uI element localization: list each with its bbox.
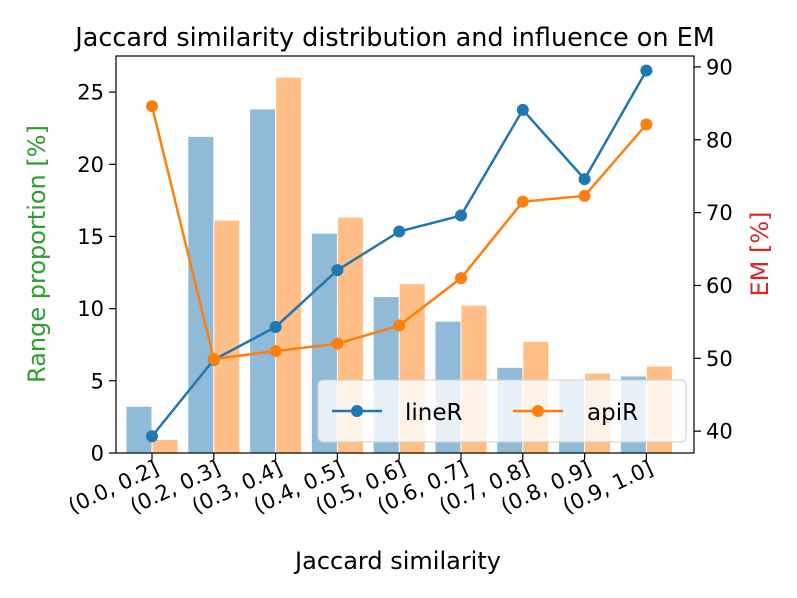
legend: lineR apiR <box>317 379 687 443</box>
legend-label-lineR: lineR <box>405 400 463 426</box>
legend-box <box>317 379 687 443</box>
left-tick-label-5: 5 <box>91 369 104 393</box>
legend-label-apiR: apiR <box>587 400 638 426</box>
right-tick-label-40: 40 <box>706 420 733 444</box>
point-lineR-2 <box>269 320 282 333</box>
right-tick-label-50: 50 <box>706 347 733 371</box>
left-tick-label-0: 0 <box>91 442 104 466</box>
point-apiR-6 <box>516 195 529 208</box>
point-apiR-3 <box>331 337 344 350</box>
point-lineR-6 <box>516 103 529 116</box>
line-layer <box>146 64 653 443</box>
right-tick-label-90: 90 <box>706 55 733 79</box>
bar-apiR-0 <box>152 440 178 453</box>
legend-marker-lineR <box>351 405 363 417</box>
point-apiR-8 <box>640 118 653 131</box>
point-lineR-0 <box>146 430 158 443</box>
point-lineR-3 <box>331 264 344 277</box>
bar-lineR-2 <box>250 109 276 453</box>
plot-frame <box>115 55 695 454</box>
point-apiR-5 <box>455 272 467 285</box>
bar-apiR-2 <box>276 77 302 454</box>
right-tick-label-80: 80 <box>706 128 733 152</box>
point-apiR-0 <box>146 100 158 113</box>
right-axis: 40 50 60 70 80 90 <box>694 55 733 444</box>
x-axis: (0.0, 0.2](0.2, 0.3](0.3, 0.4](0.4, 0.5]… <box>64 453 657 518</box>
bar-lineR-0 <box>126 406 152 453</box>
left-tick-label-25: 25 <box>77 81 104 105</box>
point-lineR-5 <box>455 209 467 222</box>
point-lineR-7 <box>578 173 591 186</box>
point-apiR-7 <box>578 189 591 202</box>
right-axis-label: EM [%] <box>746 211 774 296</box>
x-axis-label: Jaccard similarity <box>293 547 501 575</box>
left-tick-label-20: 20 <box>77 153 104 177</box>
point-apiR-4 <box>393 319 406 332</box>
right-tick-label-70: 70 <box>706 201 733 225</box>
left-axis-label: Range proportion [%] <box>23 125 51 383</box>
left-tick-label-10: 10 <box>77 297 104 321</box>
point-apiR-2 <box>269 345 282 358</box>
bar-lineR-1 <box>188 136 214 454</box>
legend-marker-apiR <box>532 405 544 417</box>
chart-title: Jaccard similarity distribution and infl… <box>73 23 715 53</box>
point-apiR-1 <box>207 353 220 366</box>
point-lineR-4 <box>393 225 406 238</box>
right-tick-label-60: 60 <box>706 274 733 298</box>
left-axis: 0 5 10 15 20 25 <box>77 81 116 466</box>
bar-apiR-1 <box>214 220 240 453</box>
left-tick-label-15: 15 <box>77 225 104 249</box>
point-lineR-8 <box>640 64 653 77</box>
